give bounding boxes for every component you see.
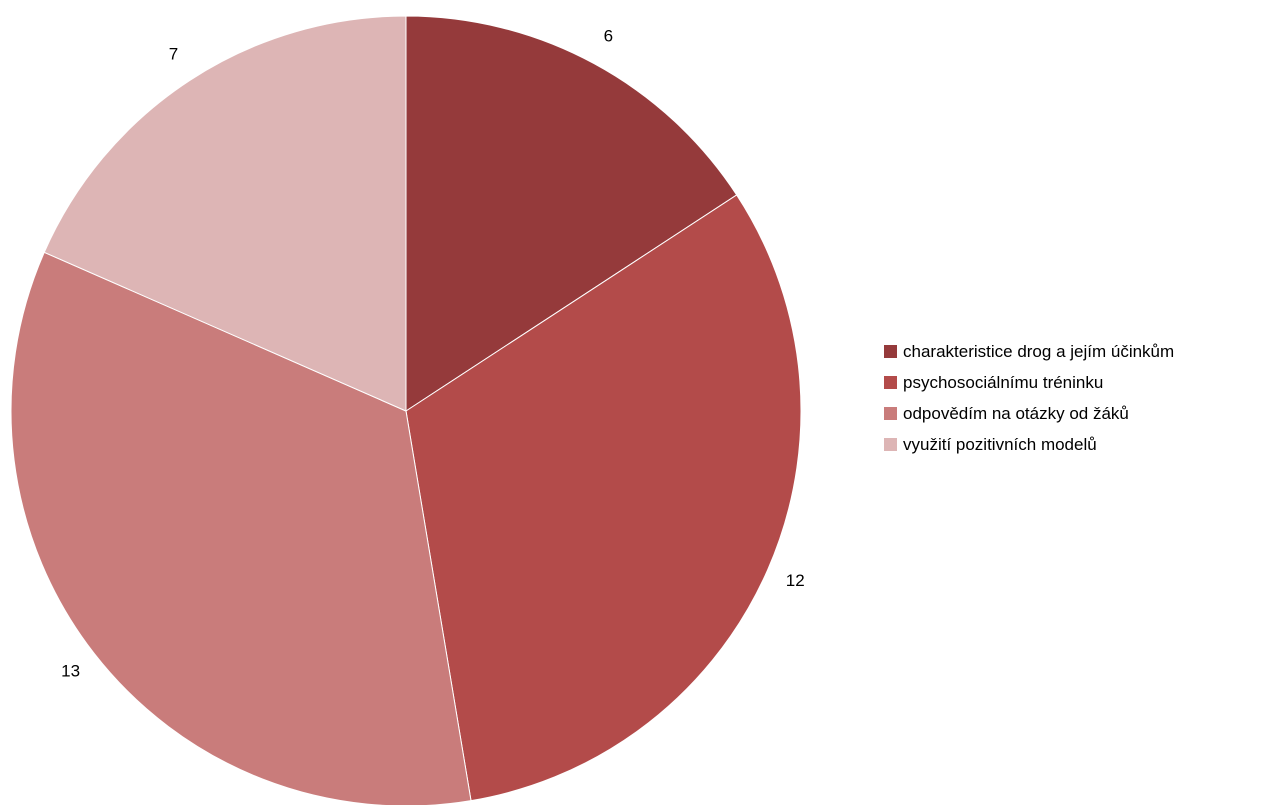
legend-swatch [884,345,897,358]
legend-swatch [884,407,897,420]
legend-swatch [884,376,897,389]
legend-swatch [884,438,897,451]
pie-slices [10,15,802,805]
slice-value-label: 6 [604,27,613,46]
legend-label: psychosociálnímu tréninku [903,372,1104,392]
pie-data-labels: 6 12 13 7 [61,27,805,681]
legend-label: odpovědím na otázky od žáků [903,403,1129,423]
legend: charakteristice drog a jejím účinkům psy… [884,336,1174,460]
slice-value-label: 12 [786,571,805,590]
pie-slice [405,194,802,802]
legend-label: charakteristice drog a jejím účinkům [903,341,1175,361]
pie-slice [43,15,407,412]
legend-item: charakteristice drog a jejím účinkům [884,336,1174,367]
legend-item: využití pozitivních modelů [884,429,1174,460]
legend-item: odpovědím na otázky od žáků [884,398,1174,429]
legend-item: psychosociálnímu tréninku [884,367,1174,398]
slice-value-label: 13 [61,661,80,680]
legend-label: využití pozitivních modelů [903,434,1097,454]
pie-slice [10,251,472,805]
pie-slice [405,15,738,412]
slice-value-label: 7 [169,45,178,64]
